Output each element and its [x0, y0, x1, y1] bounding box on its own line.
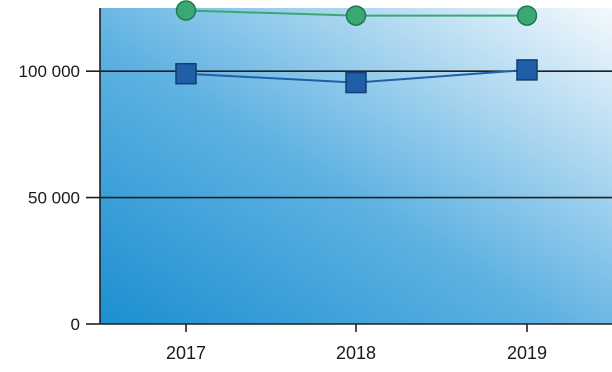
series-2	[175, 59, 538, 94]
data-point	[345, 5, 367, 26]
series	[175, 0, 538, 94]
x-tick-label: 2019	[507, 343, 547, 363]
data-point	[175, 0, 197, 21]
x-tick-label: 2018	[336, 343, 376, 363]
data-point	[175, 62, 197, 85]
y-tick-label: 50 000	[28, 189, 80, 208]
x-tick-label: 2017	[166, 343, 206, 363]
axes	[86, 8, 612, 332]
data-point	[516, 59, 538, 81]
y-tick-label: 0	[71, 315, 80, 334]
plot-area-background	[100, 8, 612, 324]
y-tick-label: 100 000	[19, 62, 80, 81]
data-point	[516, 5, 538, 26]
data-point	[345, 71, 367, 94]
tick-labels: 0 50 000 100 000 2017 2018 2019	[19, 62, 547, 363]
series-1	[175, 0, 538, 26]
